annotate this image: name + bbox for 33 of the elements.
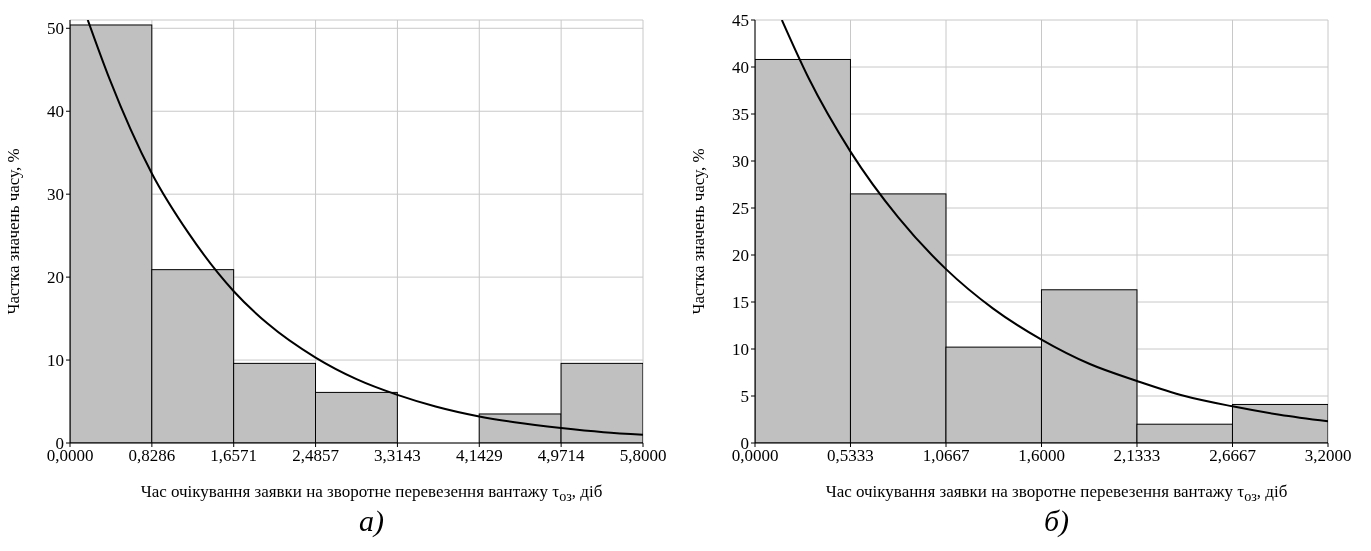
y-tick-label: 5: [740, 387, 749, 407]
x-tick-label: 2,1333: [1113, 446, 1161, 466]
y-axis-title: Частка значень часу, %: [4, 148, 24, 315]
y-tick-label: 25: [732, 199, 749, 219]
y-tick-label: 40: [47, 102, 64, 122]
x-tick-label: 4,1429: [455, 446, 503, 466]
x-tick-label: 3,2000: [1304, 446, 1352, 466]
x-tick-label: 1,6000: [1018, 446, 1065, 466]
text: б): [1042, 504, 1070, 538]
y-tick-label: 10: [47, 351, 64, 371]
x-tick-label: 1,0667: [922, 446, 970, 466]
x-tick-label: 5,8000: [619, 446, 667, 466]
x-tick-label: 0,5333: [827, 446, 874, 466]
y-tick-label: 30: [47, 185, 64, 205]
y-axis-title: Частка значень часу, %: [689, 148, 709, 315]
x-tick-label: 1,6571: [210, 446, 258, 466]
x-tick-label: 3,3143: [374, 446, 421, 466]
y-tick-label: 35: [732, 105, 749, 125]
text: а): [358, 504, 384, 538]
x-tick-label: 4,9714: [537, 446, 586, 466]
y-tick-label: 10: [732, 340, 749, 360]
y-tick-label: 50: [47, 19, 64, 39]
x-tick-label: 2,4857: [292, 446, 340, 466]
x-tick-label: 0,8286: [128, 446, 176, 466]
y-tick-label: 20: [47, 268, 64, 288]
x-tick-label: 2,6667: [1209, 446, 1257, 466]
y-tick-label: 15: [732, 293, 749, 313]
y-tick-label: 30: [732, 152, 749, 172]
y-tick-label: 20: [732, 246, 749, 266]
x-axis-title: Час очікування заявки на зворотне перевезення вантажу τ$_{оз}$, діб: [824, 482, 1288, 506]
y-tick-label: 45: [732, 11, 749, 31]
x-axis-title: Час очікування заявки на зворотне перевезення вантажу τ$_{оз}$, діб: [139, 482, 603, 506]
y-tick-label: 40: [732, 58, 749, 78]
